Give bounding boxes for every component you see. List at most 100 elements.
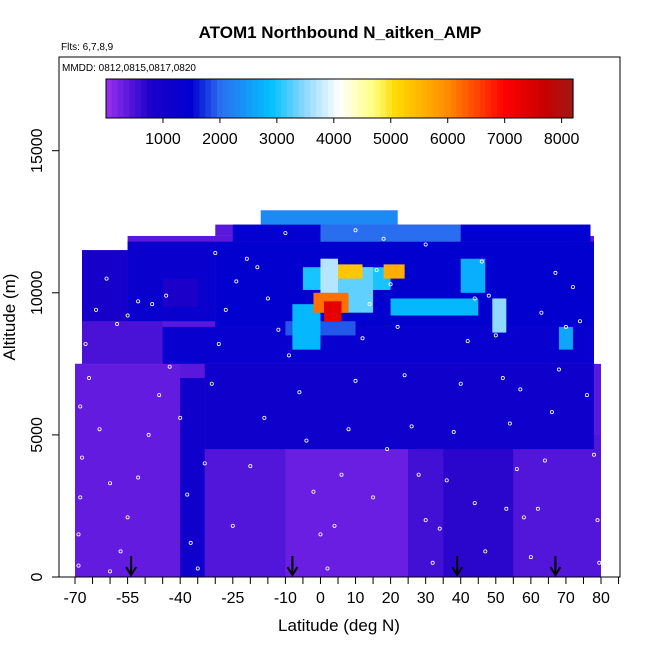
sample-point-64 [507, 421, 512, 426]
sample-point-50 [409, 424, 414, 429]
heatmap-cell-17 [260, 210, 398, 225]
sample-point-81 [108, 481, 113, 486]
heatmap-cell-21 [390, 298, 479, 316]
sample-point-44 [367, 302, 372, 307]
colorbar-swatch-18 [211, 79, 218, 118]
sample-point-10 [136, 299, 141, 304]
sample-point-61 [486, 293, 491, 298]
colorbar-swatch-76 [549, 79, 557, 118]
colorbar-swatch-40 [339, 79, 346, 118]
sample-point-27 [223, 307, 228, 312]
colorbar-swatch-26 [257, 79, 265, 118]
sample-point-32 [276, 327, 281, 332]
colorbar-swatch-31 [286, 79, 294, 118]
heatmap-cell-6 [513, 434, 601, 577]
colorbar-tick-label-7: 8000 [544, 131, 580, 148]
colorbar-swatch-16 [199, 79, 206, 118]
colorbar-swatch-5 [135, 79, 142, 118]
sample-point-55 [444, 478, 449, 483]
colorbar-swatch-66 [491, 79, 498, 118]
sample-point-9 [125, 313, 130, 318]
sample-point-51 [416, 472, 421, 477]
chart-title: ATOM1 Northbound N_aitken_AMP [199, 23, 482, 42]
sample-point-90 [518, 387, 523, 392]
sample-point-18 [157, 393, 162, 398]
heatmap-cell-29 [460, 258, 486, 293]
heatmap-cell-15 [320, 224, 461, 242]
sample-point-73 [570, 285, 575, 290]
heatmap-area [75, 210, 601, 577]
colorbar-swatch-39 [333, 79, 341, 118]
sample-point-43 [360, 336, 365, 341]
heatmap-cell-0 [75, 363, 181, 577]
colorbar-swatch-75 [543, 79, 551, 118]
sample-point-97 [476, 211, 481, 216]
heatmap-cell-7 [204, 363, 594, 450]
sample-point-77 [595, 518, 600, 523]
sample-points [76, 211, 602, 574]
colorbar-swatch-22 [234, 79, 241, 118]
sample-point-30 [255, 265, 260, 270]
heatmap-cell-30 [162, 278, 198, 308]
colorbar-swatch-17 [205, 79, 212, 118]
heatmap-cell-3 [285, 434, 409, 577]
colorbar-swatch-1 [111, 79, 119, 118]
sample-point-46 [381, 236, 386, 241]
heatmap-cell-8 [82, 321, 163, 364]
x-tick-label-5: 0 [316, 590, 325, 607]
y-axis-label: Altitude (m) [0, 274, 19, 361]
colorbar-swatch-19 [216, 79, 224, 118]
sample-point-37 [318, 532, 323, 537]
colorbar-frame [105, 78, 574, 119]
heatmap-cell-28 [558, 326, 573, 350]
colorbar-swatch-72 [526, 79, 533, 118]
heatmap-cell-9 [162, 326, 594, 364]
colorbar-swatch-52 [409, 79, 416, 118]
y-axis: 0 5000 10000 15000 [29, 128, 59, 581]
colorbar-swatch-56 [432, 79, 440, 118]
colorbar-swatch-78 [561, 79, 568, 118]
flight-arrow-3 [549, 556, 562, 577]
sample-point-40 [339, 472, 344, 477]
sample-point-84 [262, 415, 267, 420]
sample-point-16 [136, 475, 141, 480]
sample-point-74 [577, 319, 582, 324]
sample-point-7 [104, 276, 109, 281]
sample-point-42 [353, 378, 358, 383]
colorbar-swatch-38 [327, 79, 335, 118]
colorbar-swatch-69 [508, 79, 516, 118]
colorbar-swatch-27 [263, 79, 271, 118]
sample-point-39 [332, 523, 337, 528]
sample-point-95 [353, 228, 358, 233]
colorbar-swatch-20 [222, 79, 230, 118]
y-tick-label-3: 15000 [29, 128, 46, 173]
colorbar-swatch-10 [164, 79, 171, 118]
colorbar-swatch-49 [392, 79, 399, 118]
x-axis-label: Latitude (deg N) [278, 616, 400, 635]
colorbar-tick-label-3: 4000 [316, 131, 352, 148]
sample-point-65 [514, 467, 519, 472]
colorbar-swatch-46 [374, 79, 381, 118]
x-tick-label-3: -25 [221, 590, 244, 607]
colorbar-swatch-12 [176, 79, 183, 118]
colorbar-swatch-50 [397, 79, 405, 118]
colorbar-swatch-8 [152, 79, 160, 118]
sample-point-83 [248, 464, 253, 469]
sample-point-5 [83, 341, 88, 346]
heatmap-cell-22 [320, 258, 338, 293]
colorbar-swatch-60 [456, 79, 463, 118]
colorbar-swatch-7 [146, 79, 154, 118]
y-tick-label-0: 0 [29, 572, 46, 581]
colorbar-swatch-14 [187, 79, 195, 118]
sample-point-14 [118, 549, 123, 554]
colorbar-tick-label-5: 6000 [430, 131, 466, 148]
sample-point-86 [385, 447, 390, 452]
colorbar-swatch-9 [158, 79, 165, 118]
colorbar-swatch-48 [386, 79, 393, 118]
sample-point-4 [78, 404, 83, 409]
sample-point-41 [346, 427, 351, 432]
colorbar-swatch-45 [368, 79, 376, 118]
sample-point-91 [539, 310, 544, 315]
sample-point-33 [286, 353, 291, 358]
colorbar-tick-label-6: 7000 [487, 131, 523, 148]
